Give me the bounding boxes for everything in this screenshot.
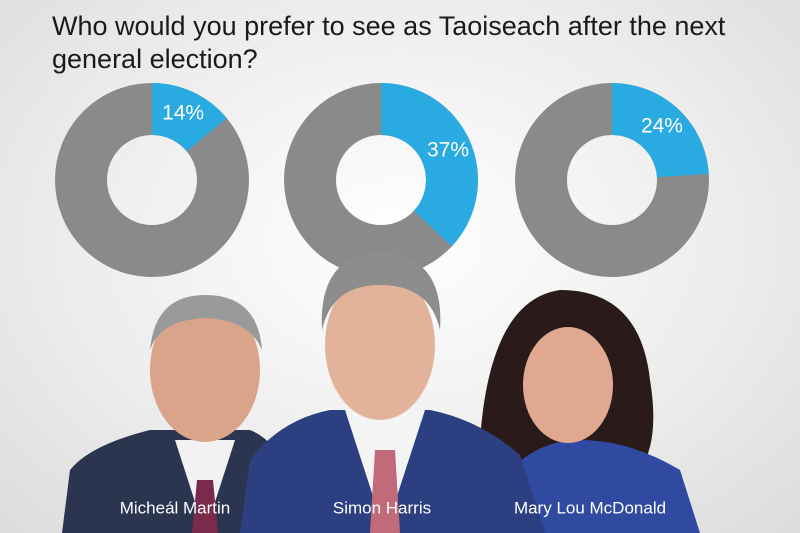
photo-harris xyxy=(240,252,545,533)
donut-slice xyxy=(152,83,227,152)
donut-slice xyxy=(381,83,478,247)
photo-martin xyxy=(62,295,290,533)
person-name: Micheál Martin xyxy=(120,498,231,517)
donut: 24% xyxy=(515,83,709,277)
value-label: 14% xyxy=(162,101,204,124)
donut-slice xyxy=(612,83,709,178)
title: Who would you prefer to see as Taoiseach… xyxy=(52,11,726,74)
value-label: 37% xyxy=(427,139,469,162)
donut: 14% xyxy=(55,83,249,277)
photo-mcdonald xyxy=(480,290,700,533)
value-label: 24% xyxy=(641,114,683,137)
person-name: Mary Lou McDonald xyxy=(514,498,666,517)
person-name: Simon Harris xyxy=(333,498,431,517)
donut: 37% xyxy=(284,83,478,277)
